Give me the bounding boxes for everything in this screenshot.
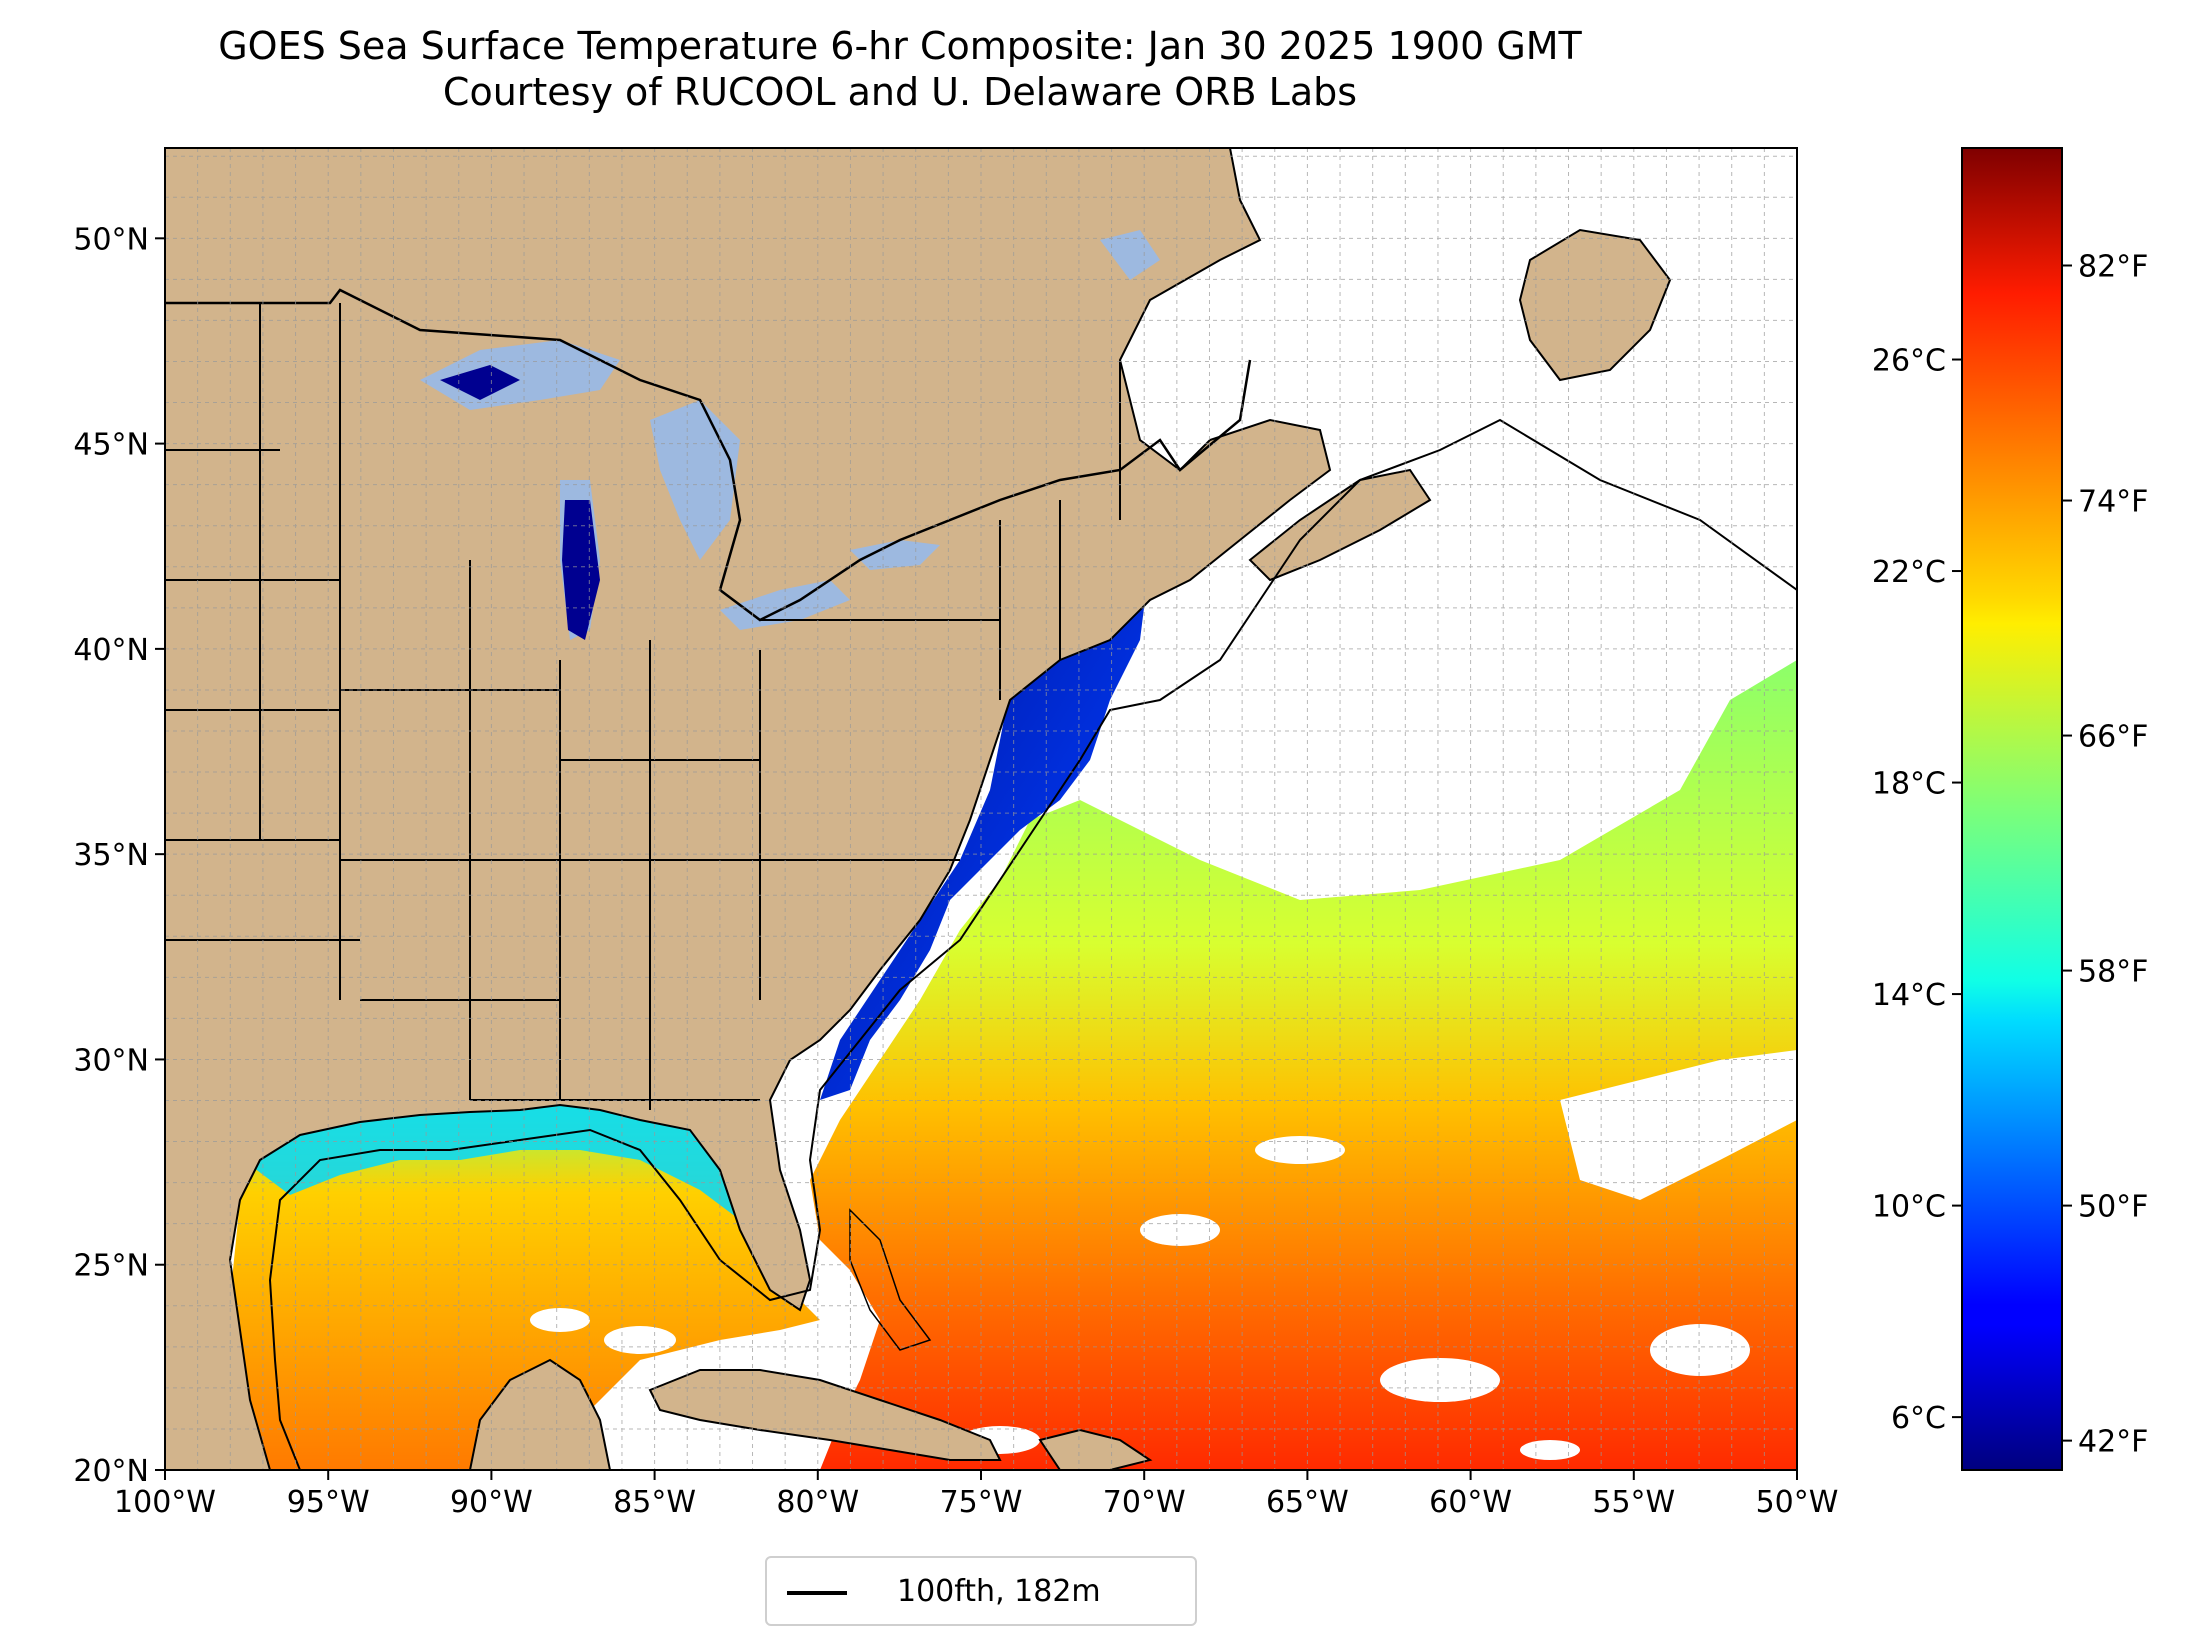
x-tick-label: 50°W — [1756, 1485, 1839, 1520]
sst-gulf — [230, 1100, 820, 1470]
x-tick-label: 55°W — [1592, 1485, 1675, 1520]
colorbar — [1961, 147, 2063, 1471]
celsius-tick-label: 18°C — [1872, 767, 1946, 802]
gridlines — [165, 148, 1797, 1470]
y-tick-label: 25°N — [73, 1249, 149, 1284]
colorbar-celsius-ticks: 6°C 10°C 14°C 18°C 22°C 26°C — [1872, 344, 1962, 1436]
national-border — [165, 288, 1252, 622]
celsius-tick-label: 22°C — [1872, 555, 1946, 590]
y-tick-label: 40°N — [73, 633, 149, 668]
map-title: GOES Sea Surface Temperature 6-hr Compos… — [218, 24, 1582, 68]
celsius-tick-label: 14°C — [1872, 978, 1946, 1013]
sst-coastal-cold — [820, 560, 1150, 1100]
sst-atlantic — [810, 660, 1797, 1470]
x-tick-label: 70°W — [1103, 1485, 1186, 1520]
x-tick-label: 100°W — [114, 1485, 216, 1520]
legend: 100fth, 182m — [765, 1556, 1197, 1626]
celsius-tick-label: 10°C — [1872, 1190, 1946, 1225]
fahrenheit-tick-label: 66°F — [2078, 720, 2148, 755]
y-axis-ticks: 20°N 25°N 30°N 35°N 40°N 45°N 50°N — [73, 222, 165, 1489]
x-tick-label: 75°W — [940, 1485, 1023, 1520]
y-tick-label: 45°N — [73, 428, 149, 463]
state-borders — [165, 302, 1121, 1110]
isobath-bahamas — [849, 1208, 932, 1351]
celsius-tick-label: 6°C — [1891, 1401, 1946, 1436]
x-tick-label: 95°W — [287, 1485, 370, 1520]
fahrenheit-tick-label: 82°F — [2078, 250, 2148, 285]
x-tick-label: 90°W — [450, 1485, 533, 1520]
map-subtitle: Courtesy of RUCOOL and U. Delaware ORB L… — [442, 70, 1358, 114]
y-tick-label: 20°N — [73, 1454, 149, 1489]
fahrenheit-tick-label: 50°F — [2078, 1190, 2148, 1225]
sst-gulf-coast-cold — [250, 1100, 740, 1220]
x-tick-label: 65°W — [1266, 1485, 1349, 1520]
lake-michigan-cold — [562, 500, 600, 640]
y-tick-label: 35°N — [73, 838, 149, 873]
fahrenheit-tick-label: 58°F — [2078, 955, 2148, 990]
legend-label: 100fth, 182m — [897, 1574, 1101, 1609]
y-tick-label: 30°N — [73, 1043, 149, 1078]
celsius-tick-label: 26°C — [1872, 344, 1946, 379]
legend-line-swatch — [787, 1591, 847, 1595]
lake-superior-cold — [440, 365, 520, 400]
x-tick-label: 80°W — [776, 1485, 859, 1520]
x-axis-ticks: 100°W 95°W 90°W 85°W 80°W 75°W 70°W 65°W 60°W 55°… — [114, 1470, 1838, 1520]
x-tick-label: 85°W — [613, 1485, 696, 1520]
fahrenheit-tick-label: 42°F — [2078, 1425, 2148, 1460]
x-tick-label: 60°W — [1429, 1485, 1512, 1520]
fahrenheit-tick-label: 74°F — [2078, 485, 2148, 520]
y-tick-label: 50°N — [73, 222, 149, 257]
isobath-100fth — [268, 418, 1797, 1470]
colorbar-fahrenheit-ticks: 42°F 50°F 58°F 66°F 74°F 82°F — [2062, 250, 2148, 1460]
